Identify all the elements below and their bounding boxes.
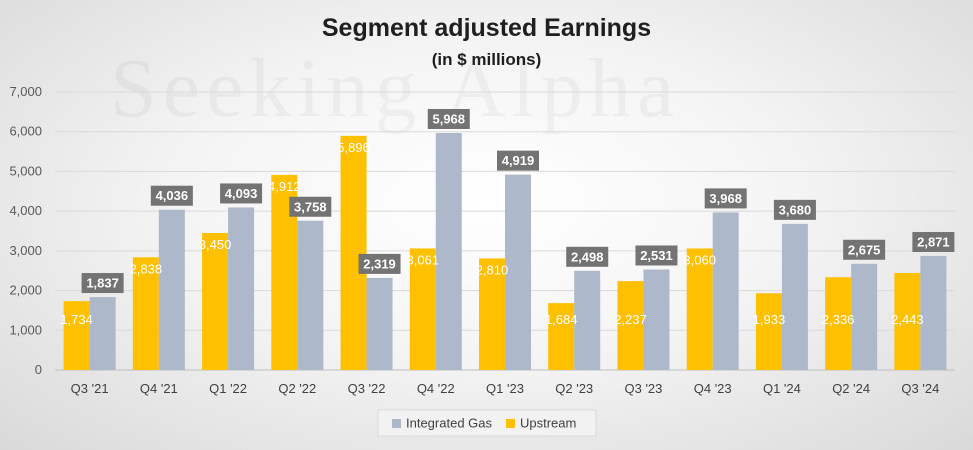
x-tick-label: Q2 '22 — [278, 381, 316, 396]
bar-integrated-gas — [158, 209, 185, 370]
y-tick-label: 2,000 — [9, 283, 42, 298]
data-label-box-integrated-gas — [81, 273, 124, 294]
data-label-box-integrated-gas — [566, 246, 609, 267]
data-label-integrated-gas: 2,319 — [363, 256, 396, 271]
chart-title: Segment adjusted Earnings — [321, 14, 652, 42]
y-tick-label: 5,000 — [9, 163, 42, 178]
data-label-integrated-gas: 4,036 — [156, 188, 189, 203]
bar-upstream — [202, 232, 229, 370]
data-label-box-integrated-gas — [912, 231, 955, 252]
bar-upstream — [479, 258, 505, 370]
bar-upstream — [894, 272, 921, 370]
x-tick-label: Q1 '22 — [209, 381, 247, 396]
bar-upstream — [825, 277, 852, 370]
x-tick-label: Q2 '24 — [832, 381, 870, 396]
bar-upstream — [548, 303, 575, 370]
bar-integrated-gas — [851, 263, 878, 370]
data-label-box-integrated-gas — [497, 150, 539, 171]
data-label-upstream: 1,933 — [753, 312, 786, 327]
bar-integrated-gas — [297, 220, 324, 370]
data-label-integrated-gas: 5,968 — [432, 111, 465, 126]
data-label-integrated-gas: 3,758 — [294, 199, 327, 214]
bar-integrated-gas — [366, 277, 393, 370]
data-label-box-integrated-gas — [773, 199, 816, 220]
x-tick-label: Q3 '23 — [625, 381, 663, 396]
y-tick-label: 3,000 — [9, 243, 42, 258]
bar-integrated-gas — [643, 269, 670, 370]
x-tick-label: Q1 '23 — [486, 381, 524, 396]
legend-label-upstream: Upstream — [520, 416, 576, 431]
bar-upstream — [409, 248, 436, 370]
data-label-upstream: 1,734 — [60, 312, 93, 327]
data-label-box-integrated-gas — [220, 183, 263, 204]
data-label-box-integrated-gas — [635, 245, 678, 266]
y-tick-label: 0 — [35, 362, 42, 377]
bar-integrated-gas — [89, 297, 116, 370]
x-tick-label: Q4 '22 — [417, 381, 455, 396]
y-tick-label: 4,000 — [9, 203, 42, 218]
x-tick-label: Q4 '23 — [694, 381, 732, 396]
bar-upstream — [340, 135, 367, 370]
bar-integrated-gas — [505, 174, 531, 370]
legend-swatch-upstream — [506, 419, 515, 428]
chart-subtitle: (in $ millions) — [431, 50, 542, 69]
x-tick-label: Q3 '21 — [71, 381, 109, 396]
bar-integrated-gas — [920, 255, 947, 370]
data-label-box-integrated-gas — [289, 196, 332, 217]
data-label-upstream: 1,684 — [545, 312, 578, 327]
y-tick-label: 1,000 — [9, 322, 42, 337]
x-tick-label: Q4 '21 — [140, 381, 178, 396]
bar-integrated-gas — [435, 132, 462, 370]
data-label-upstream: 5,896 — [337, 140, 370, 155]
data-label-upstream: 3,061 — [406, 252, 439, 267]
data-label-integrated-gas: 1,837 — [86, 276, 119, 291]
data-label-integrated-gas: 4,093 — [225, 186, 258, 201]
bar-integrated-gas — [781, 223, 808, 370]
data-label-integrated-gas: 3,680 — [779, 202, 812, 217]
x-tick-label: Q1 '24 — [763, 381, 801, 396]
data-label-box-integrated-gas — [704, 188, 747, 209]
x-tick-label: Q2 '23 — [555, 381, 593, 396]
data-label-integrated-gas: 2,498 — [571, 249, 604, 264]
bar-upstream — [132, 257, 159, 370]
y-tick-label: 6,000 — [9, 124, 42, 139]
x-tick-label: Q3 '22 — [348, 381, 386, 396]
bar-upstream — [686, 248, 713, 370]
legend-swatch-integrated-gas — [392, 419, 401, 428]
data-label-upstream: 3,060 — [683, 252, 716, 267]
data-label-box-integrated-gas — [358, 253, 401, 274]
legend-box — [377, 409, 597, 437]
x-tick-label: Q3 '24 — [901, 381, 939, 396]
data-label-integrated-gas: 4,919 — [502, 153, 535, 168]
data-label-upstream: 4,912 — [268, 179, 301, 194]
legend-label-integrated-gas: Integrated Gas — [406, 416, 492, 431]
data-label-box-integrated-gas — [150, 185, 193, 206]
data-label-upstream: 2,443 — [891, 312, 924, 327]
data-label-upstream: 3,450 — [199, 237, 232, 252]
y-tick-label: 7,000 — [9, 84, 42, 99]
data-label-integrated-gas: 3,968 — [709, 191, 742, 206]
data-label-box-integrated-gas — [843, 239, 886, 260]
data-label-upstream: 2,336 — [822, 312, 855, 327]
data-label-integrated-gas: 2,531 — [640, 248, 673, 263]
data-label-upstream: 2,838 — [130, 261, 163, 276]
bar-upstream — [755, 293, 782, 370]
bar-upstream — [63, 301, 90, 370]
data-label-upstream: 2,237 — [614, 312, 647, 327]
bar-integrated-gas — [574, 270, 601, 370]
data-label-integrated-gas: 2,675 — [848, 242, 881, 257]
data-label-upstream: 2,810 — [476, 262, 509, 277]
bar-integrated-gas — [228, 207, 255, 370]
bar-upstream — [617, 281, 644, 370]
data-label-box-integrated-gas — [427, 108, 470, 129]
data-label-integrated-gas: 2,871 — [917, 234, 950, 249]
bar-integrated-gas — [712, 212, 739, 370]
